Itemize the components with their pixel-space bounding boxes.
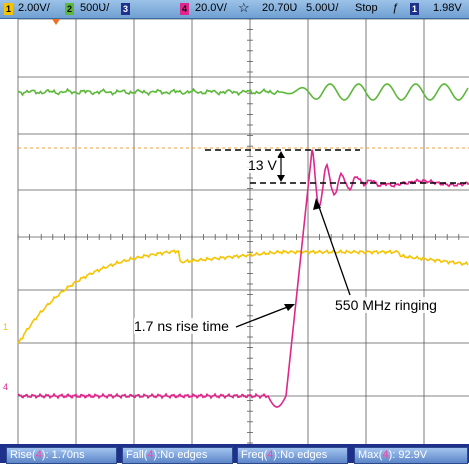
ch2-indicator[interactable]: 2 xyxy=(65,3,74,15)
measurement-fall-channel: 4 xyxy=(147,449,154,461)
trigger-channel[interactable]: 1 xyxy=(410,3,419,15)
measurement-bar xyxy=(0,444,469,463)
time-reference-marker xyxy=(52,19,60,25)
ringing-arrow xyxy=(317,203,351,296)
measurement-max-value: : 92.9V xyxy=(392,449,428,461)
trigger-position-icon: ☆ xyxy=(238,0,250,15)
run-state[interactable]: Stop xyxy=(355,2,378,14)
overshoot-arrow-head-top xyxy=(277,151,285,158)
time-offset[interactable]: 20.70Ʋ xyxy=(262,2,298,14)
measurement-max-channel: 4 xyxy=(382,449,389,461)
overshoot-label: 13 V xyxy=(247,157,278,173)
ch1-ground-marker: 1 xyxy=(3,322,8,332)
measurement-fall-name: Fall xyxy=(126,449,144,461)
measurement-fall-value: :No edges xyxy=(157,449,208,461)
measurement-max-name: Max xyxy=(358,449,379,461)
ch1-indicator[interactable]: 1 xyxy=(4,3,13,15)
status-bar xyxy=(0,0,469,19)
ch4-indicator[interactable]: 4 xyxy=(180,3,189,15)
measurement-rise-channel: 4 xyxy=(35,449,42,461)
ch2-scale[interactable]: 500Ʋ/ xyxy=(80,2,110,14)
measurement-rise[interactable]: Rise(4): 1.70ns xyxy=(6,447,117,464)
ch2-trace xyxy=(17,83,469,101)
time-scale[interactable]: 5.00Ʋ/ xyxy=(306,2,339,14)
ringing-arrow-head xyxy=(313,198,321,210)
ch4-ground-marker: 4 xyxy=(3,382,8,392)
ringing-label: 550 MHz ringing xyxy=(335,297,437,313)
measurement-freq-name: Freq xyxy=(241,449,264,461)
rise-time-label: 1.7 ns rise time xyxy=(134,318,229,334)
ch1-scale[interactable]: 2.00V/ xyxy=(18,2,50,14)
ch4-trace xyxy=(17,149,469,408)
trigger-level[interactable]: 1.98V xyxy=(433,2,462,14)
rise-time-arrow xyxy=(235,305,291,328)
measurement-freq-channel: 4 xyxy=(267,449,274,461)
ch3-indicator[interactable]: 3 xyxy=(121,3,130,15)
measurement-freq[interactable]: Freq(4):No edges xyxy=(237,447,348,464)
measurement-rise-name: Rise xyxy=(10,449,33,461)
ch1-trace xyxy=(17,249,469,344)
measurement-rise-value: : 1.70ns xyxy=(45,449,85,461)
graticule xyxy=(17,18,469,444)
overshoot-arrow-head-bottom xyxy=(277,175,285,182)
measurement-freq-value: :No edges xyxy=(277,449,328,461)
ch4-scale[interactable]: 20.0V/ xyxy=(195,2,227,14)
measurement-fall[interactable]: Fall(4):No edges xyxy=(122,447,233,464)
measurement-max[interactable]: Max(4): 92.9V xyxy=(354,447,468,464)
trigger-slope-icon: ƒ xyxy=(392,2,399,14)
rise-time-arrow-head xyxy=(284,304,295,311)
